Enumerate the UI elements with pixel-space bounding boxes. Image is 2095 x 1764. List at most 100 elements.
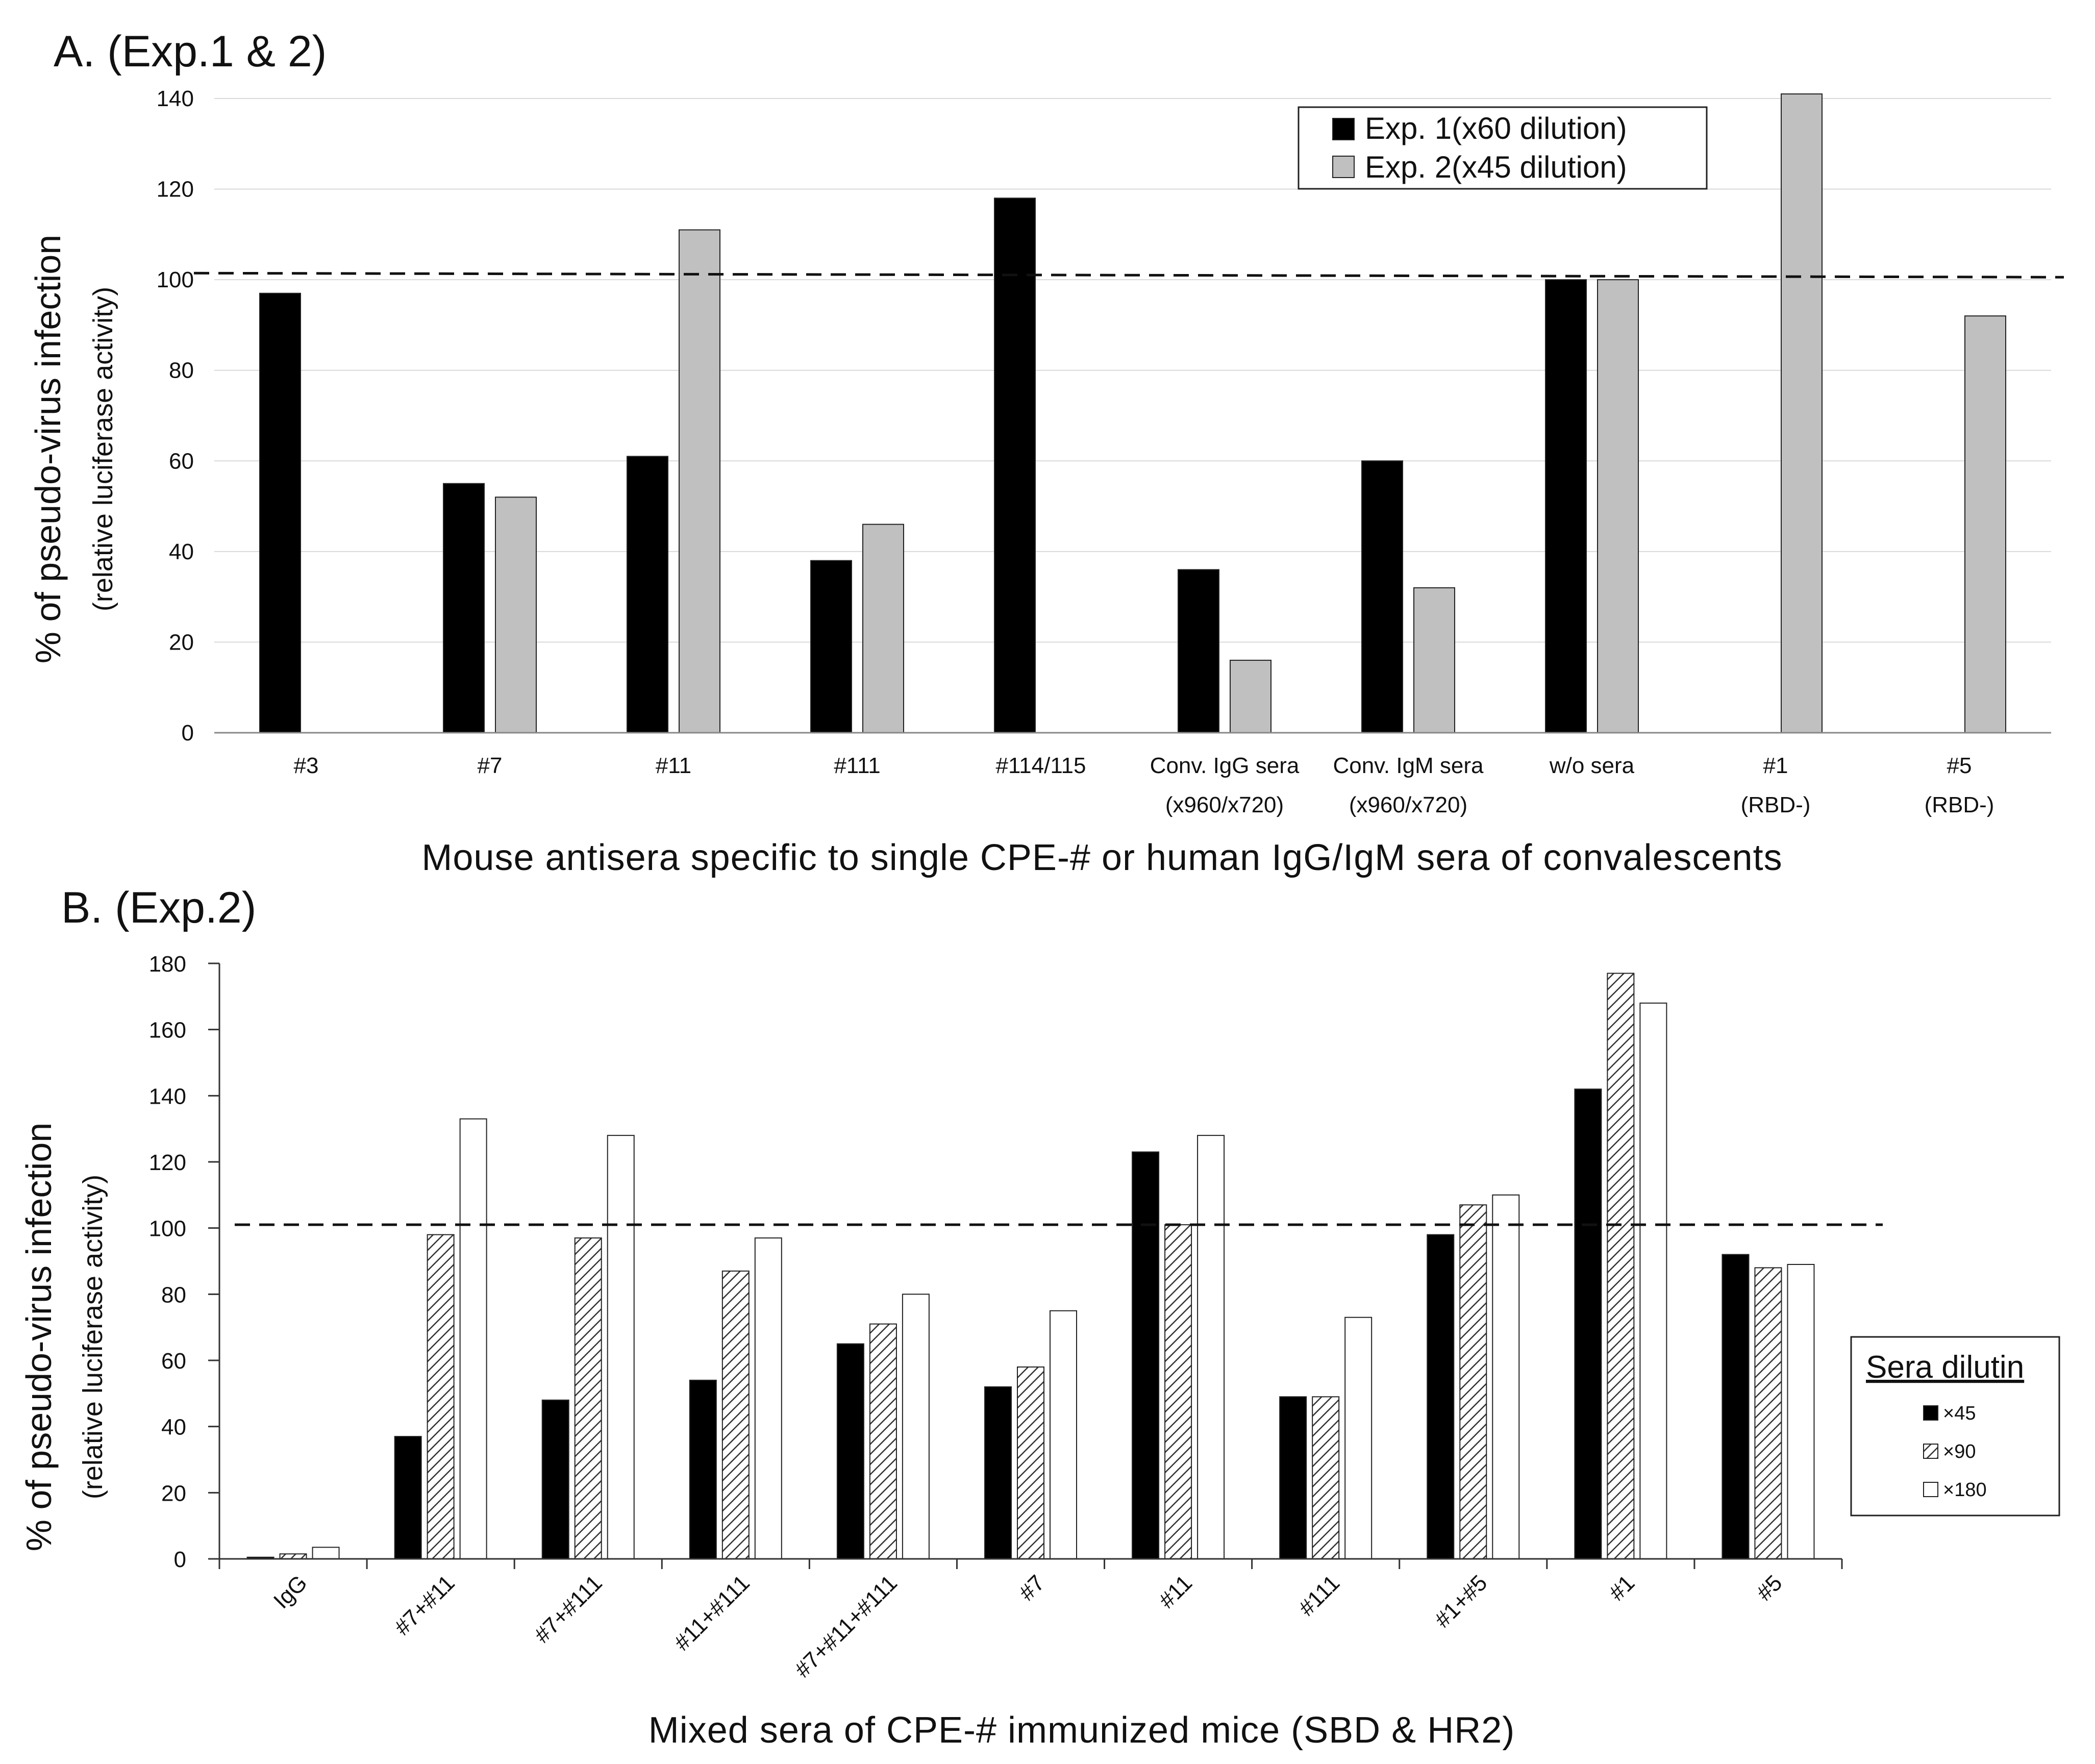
panel-b-y-axis-subtitle: (relative luciferase activity) bbox=[78, 1175, 108, 1499]
panel-b-y-tick-label: 100 bbox=[149, 1216, 186, 1241]
panel-b-y-axis-title: % of pseudo-virus infection bbox=[19, 1123, 59, 1551]
bar-b-180-11 bbox=[1197, 1135, 1225, 1559]
panel-b-legend-label-x90: ×90 bbox=[1943, 1441, 1976, 1462]
panel-a-reference-line bbox=[193, 271, 2064, 279]
bar-b-90-7-111 bbox=[574, 1237, 602, 1560]
panel-b-category-label: #7 bbox=[1014, 1570, 1050, 1605]
bar-a-exp-2-x45-dilution-7 bbox=[495, 496, 537, 733]
panel-b-y-tick-label: 160 bbox=[149, 1018, 186, 1043]
panel-a-y-tick-label: 0 bbox=[182, 720, 194, 746]
panel-a-legend-box bbox=[1298, 106, 1708, 190]
panel-a-y-tick-label: 140 bbox=[157, 86, 194, 111]
panel-b-category-label: #111 bbox=[1294, 1570, 1344, 1621]
panel-a-category-labels: #3 #7 #11 #111 #114/115 Conv. IgG sera (x960/x… bbox=[294, 753, 1994, 817]
panel-b-legend-label-x180: ×180 bbox=[1943, 1479, 1987, 1501]
panel-a-category-label: #114/115 bbox=[996, 753, 1086, 778]
panel-b-x-axis-title: Mixed sera of CPE-# immunized mice (SBD … bbox=[649, 1710, 1515, 1751]
panel-a-category-label: #7 bbox=[478, 753, 503, 778]
panel-a-y-tick-label: 60 bbox=[169, 449, 194, 474]
bar-a-exp-1-x60-dilution-conv-igg-sera-x960-x720 bbox=[1178, 569, 1219, 734]
bar-a-exp-2-x45-dilution-conv-igg-sera-x960-x720 bbox=[1230, 659, 1271, 734]
bar-b-45-111 bbox=[1279, 1396, 1307, 1559]
bar-b-45-7-11 bbox=[394, 1436, 422, 1560]
bar-b-90-1 bbox=[1607, 973, 1635, 1559]
panel-b-category-label: #7+#111 bbox=[530, 1570, 607, 1648]
bar-a-exp-2-x45-dilution-1-rbd bbox=[1781, 93, 1823, 733]
bar-a-exp-1-x60-dilution-11 bbox=[627, 456, 668, 733]
panel-a-category-label: #3 bbox=[294, 753, 319, 778]
panel-a-title: A. (Exp.1 & 2) bbox=[54, 27, 327, 76]
panel-a-y-tick-label: 80 bbox=[169, 358, 194, 383]
panel-a-y-tick-label: 40 bbox=[169, 539, 194, 564]
panel-b-legend-box bbox=[1850, 1336, 2060, 1517]
bar-b-180-5 bbox=[1787, 1263, 1815, 1560]
panel-b-y-tick-label: 140 bbox=[149, 1084, 186, 1109]
bar-b-180-7 bbox=[1050, 1310, 1077, 1559]
bar-b-45-5 bbox=[1722, 1254, 1750, 1560]
panel-a-legend-swatch-exp2 bbox=[1332, 156, 1355, 178]
bar-a-exp-1-x60-dilution-conv-igm-sera-x960-x720 bbox=[1361, 460, 1403, 733]
bar-b-180-7-11-111 bbox=[902, 1294, 930, 1559]
panel-a-category-label: #1 bbox=[1763, 753, 1788, 778]
bar-b-45-11 bbox=[1132, 1151, 1160, 1560]
panel-b-title: B. (Exp.2) bbox=[61, 883, 256, 932]
panel-b: B. (Exp.2) 0 20 40 60 80 100 120 140 160 180 IgG #… bbox=[19, 883, 2060, 1751]
bar-b-90-7 bbox=[1017, 1366, 1044, 1559]
panel-b-legend-title: Sera dilutin bbox=[1866, 1350, 2024, 1385]
panel-a-gridlines bbox=[214, 98, 2051, 643]
bar-b-90-5 bbox=[1754, 1267, 1782, 1559]
panel-a-x-axis-title: Mouse antisera specific to single CPE-# … bbox=[421, 837, 1782, 878]
bar-a-exp-2-x45-dilution-5-rbd bbox=[1964, 315, 2006, 733]
panel-b-y-tick-label: 180 bbox=[149, 952, 186, 977]
bar-b-180-7-11 bbox=[459, 1118, 487, 1559]
bar-b-90-1-5 bbox=[1459, 1204, 1487, 1560]
panel-a-legend-label-exp2: Exp. 2(x45 dilution) bbox=[1365, 150, 1627, 184]
panel-a-category-label: Conv. IgM sera bbox=[1333, 753, 1484, 778]
panel-a-y-tick-label: 100 bbox=[157, 267, 194, 292]
panel-a-y-axis-title: % of pseudo-virus infection bbox=[28, 235, 68, 663]
panel-b-category-label: #11 bbox=[1154, 1570, 1197, 1613]
panel-b-legend-swatch-x90 bbox=[1923, 1444, 1938, 1459]
panel-b-y-ticks: 0 20 40 60 80 100 120 140 160 180 bbox=[149, 952, 219, 1572]
panel-b-category-label: #5 bbox=[1752, 1570, 1787, 1605]
panel-b-category-label: #1 bbox=[1604, 1570, 1639, 1605]
panel-b-category-label: #11+#111 bbox=[669, 1570, 755, 1655]
bar-b-180-7-111 bbox=[607, 1135, 635, 1559]
bar-b-180-1-5 bbox=[1492, 1194, 1520, 1559]
bar-a-exp-2-x45-dilution-111 bbox=[862, 524, 904, 733]
bar-b-90-11 bbox=[1164, 1224, 1192, 1559]
bar-a-exp-2-x45-dilution-conv-igm-sera-x960-x720 bbox=[1413, 587, 1455, 734]
panel-b-category-labels: IgG #7+#11 #7+#111 #11+#111 #7+#11+#111 #7 #11… bbox=[269, 1570, 1787, 1682]
bar-b-45-7 bbox=[984, 1386, 1012, 1560]
bar-b-90-7-11 bbox=[427, 1234, 455, 1559]
panel-a-category-label: #111 bbox=[834, 753, 880, 778]
panel-a-legend-label-exp1: Exp. 1(x60 dilution) bbox=[1365, 111, 1627, 145]
panel-a-y-tick-label: 20 bbox=[169, 630, 194, 655]
bar-b-45-7-111 bbox=[541, 1399, 569, 1560]
panel-a-category-sublabel: (x960/x720) bbox=[1349, 792, 1467, 817]
panel-a-category-sublabel: (x960/x720) bbox=[1165, 792, 1284, 817]
panel-b-y-tick-label: 20 bbox=[161, 1481, 186, 1506]
panel-a-y-tick-label: 120 bbox=[157, 177, 194, 202]
panel-b-bars bbox=[246, 973, 1815, 1560]
bar-b-90-111 bbox=[1312, 1396, 1340, 1559]
panel-a-category-label: #5 bbox=[1947, 753, 1972, 778]
bar-b-90-7-11-111 bbox=[869, 1323, 897, 1560]
panel-b-y-tick-label: 40 bbox=[161, 1415, 186, 1440]
bar-b-45-1 bbox=[1574, 1088, 1602, 1560]
bar-b-180-igg bbox=[312, 1547, 340, 1560]
panel-a: A. (Exp.1 & 2) 0 20 40 60 80 100 120 140 #3 #7 #1… bbox=[28, 27, 2064, 878]
panel-a-y-axis-subtitle: (relative luciferase activity) bbox=[88, 287, 118, 611]
bar-a-exp-2-x45-dilution-11 bbox=[679, 229, 720, 733]
bar-b-180-11-111 bbox=[754, 1237, 782, 1560]
panel-b-x-ticks bbox=[218, 1559, 1843, 1569]
bar-a-exp-1-x60-dilution-114-115 bbox=[994, 197, 1036, 733]
bar-a-exp-1-x60-dilution-111 bbox=[810, 560, 852, 733]
panel-b-category-label: #1+#5 bbox=[1430, 1570, 1492, 1632]
bar-a-exp-2-x45-dilution-w-o-sera bbox=[1597, 279, 1639, 733]
panel-a-category-sublabel: (RBD-) bbox=[1741, 792, 1811, 817]
panel-b-legend-label-x45: ×45 bbox=[1943, 1403, 1976, 1424]
panel-b-y-tick-label: 80 bbox=[161, 1282, 186, 1307]
bar-a-exp-1-x60-dilution-7 bbox=[443, 483, 485, 734]
panel-a-legend: Exp. 1(x60 dilution) Exp. 2(x45 dilution… bbox=[1298, 106, 1708, 190]
